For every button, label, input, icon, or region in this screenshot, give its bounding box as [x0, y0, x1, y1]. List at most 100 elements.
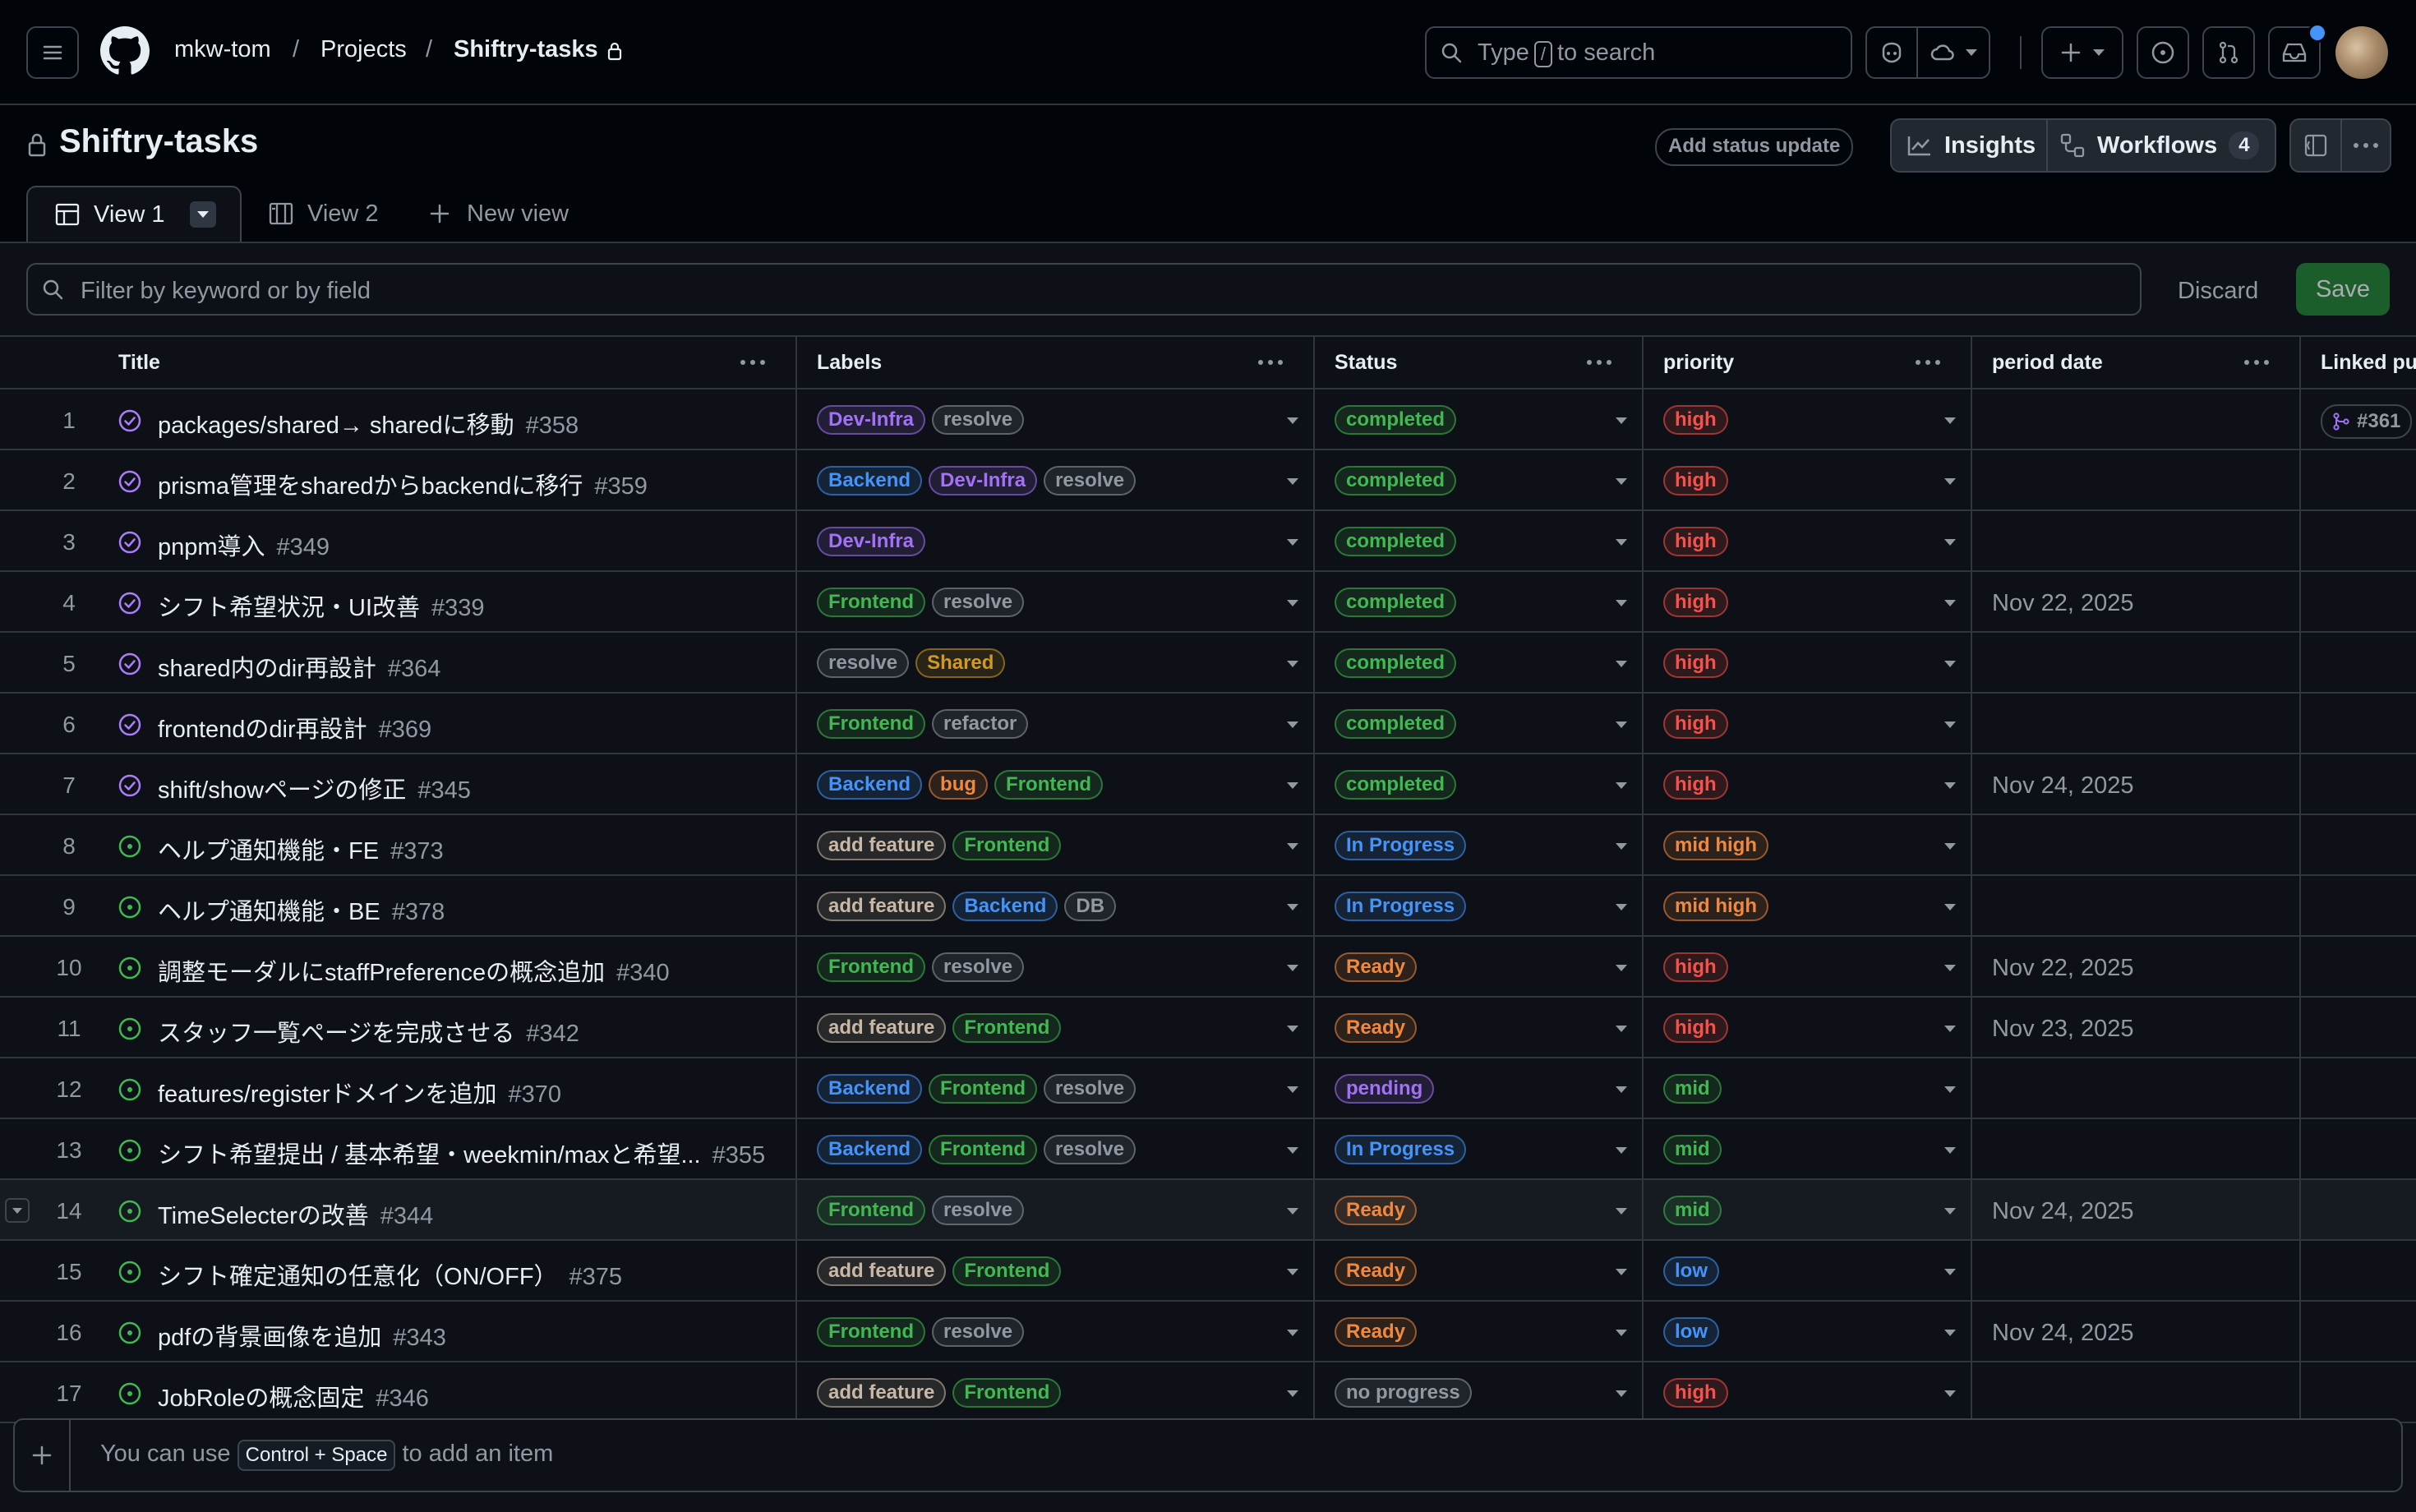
dropdown-caret-icon[interactable]	[1944, 661, 1956, 667]
dropdown-caret-icon[interactable]	[1616, 1390, 1627, 1397]
save-button[interactable]: Save	[2296, 263, 2390, 316]
status-cell[interactable]: completed	[1335, 709, 1457, 739]
issues-button[interactable]	[2137, 26, 2189, 79]
dropdown-caret-icon[interactable]	[1616, 782, 1627, 789]
table-row[interactable]: 10 調整モーダルにstaffPreferenceの概念追加 #340 Fronten…	[0, 937, 2416, 998]
issue-title-link[interactable]: シフト希望提出 / 基本希望・weekmin/maxと希望... #355	[158, 1136, 765, 1170]
dropdown-caret-icon[interactable]	[1616, 1026, 1627, 1032]
workflows-button[interactable]: Workflows 4	[2048, 120, 2276, 171]
menu-button[interactable]	[26, 26, 79, 79]
issue-title-link[interactable]: pnpm導入 #349	[158, 528, 330, 562]
labels-cell[interactable]: resolve Shared	[817, 648, 1006, 678]
issue-title-link[interactable]: JobRoleの概念固定 #346	[158, 1379, 429, 1413]
global-search[interactable]: Type / to search	[1425, 26, 1852, 79]
dropdown-caret-icon[interactable]	[1616, 1147, 1627, 1154]
priority-cell[interactable]: low	[1663, 1256, 1719, 1286]
priority-cell[interactable]: high	[1663, 527, 1728, 556]
column-header-title[interactable]: Title	[118, 350, 160, 374]
priority-cell[interactable]: mid	[1663, 1135, 1722, 1164]
copilot-menu-button[interactable]	[1916, 26, 1990, 79]
priority-cell[interactable]: high	[1663, 648, 1728, 678]
column-header-labels[interactable]: Labels	[817, 350, 883, 374]
notifications-button[interactable]	[2268, 26, 2321, 79]
status-cell[interactable]: In Progress	[1335, 892, 1467, 921]
status-cell[interactable]: pending	[1335, 1074, 1435, 1104]
table-row[interactable]: 5 shared内のdir再設計 #364 resolve Shared complete…	[0, 633, 2416, 694]
table-row[interactable]: 15 シフト確定通知の任意化（ON/OFF） #375 add feature Fron…	[0, 1241, 2416, 1302]
dropdown-caret-icon[interactable]	[1944, 843, 1956, 850]
dropdown-caret-icon[interactable]	[1616, 843, 1627, 850]
github-logo-icon[interactable]	[100, 26, 150, 76]
side-panel-button[interactable]	[2289, 118, 2342, 173]
priority-cell[interactable]: high	[1663, 1378, 1728, 1408]
status-cell[interactable]: completed	[1335, 770, 1457, 800]
priority-cell[interactable]: mid	[1663, 1196, 1722, 1225]
dropdown-caret-icon[interactable]	[1287, 1269, 1298, 1275]
labels-cell[interactable]: add feature Frontend	[817, 831, 1062, 860]
table-row[interactable]: 2 prisma管理をsharedからbackendに移行 #359 Backend D…	[0, 450, 2416, 511]
status-cell[interactable]: completed	[1335, 648, 1457, 678]
dropdown-caret-icon[interactable]	[1616, 1269, 1627, 1275]
priority-cell[interactable]: high	[1663, 405, 1728, 435]
issue-title-link[interactable]: ヘルプ通知機能・BE #378	[158, 892, 445, 927]
status-cell[interactable]: Ready	[1335, 1013, 1418, 1043]
table-row[interactable]: 13 シフト希望提出 / 基本希望・weekmin/maxと希望... #355 Ba…	[0, 1119, 2416, 1180]
issue-title-link[interactable]: pdfの背景画像を追加 #343	[158, 1318, 446, 1353]
labels-cell[interactable]: Frontend refactor	[817, 709, 1029, 739]
dropdown-caret-icon[interactable]	[1944, 1026, 1956, 1032]
dropdown-caret-icon[interactable]	[1944, 1147, 1956, 1154]
row-options-button[interactable]	[5, 1198, 30, 1223]
column-header-linked-pull-requests[interactable]: Linked pu	[2321, 350, 2416, 374]
dropdown-caret-icon[interactable]	[1287, 721, 1298, 728]
dropdown-caret-icon[interactable]	[1287, 965, 1298, 971]
priority-cell[interactable]: high	[1663, 588, 1728, 617]
linked-pull-request[interactable]: #361	[2321, 404, 2413, 439]
column-header-status[interactable]: Status	[1335, 350, 1398, 374]
dropdown-caret-icon[interactable]	[1944, 417, 1956, 424]
labels-cell[interactable]: Frontend resolve	[817, 1317, 1025, 1347]
add-item-bar[interactable]: You can use Control + Space to add an it…	[13, 1418, 2403, 1492]
dropdown-caret-icon[interactable]	[1616, 600, 1627, 606]
labels-cell[interactable]: Backend Frontend resolve	[817, 1135, 1137, 1164]
table-row[interactable]: 1 packages/shared→ sharedに移動 #358 Dev-Infra…	[0, 390, 2416, 450]
priority-cell[interactable]: high	[1663, 709, 1728, 739]
dropdown-caret-icon[interactable]	[1287, 1147, 1298, 1154]
priority-cell[interactable]: low	[1663, 1317, 1719, 1347]
labels-cell[interactable]: Backend Dev-Infra resolve	[817, 466, 1137, 496]
column-header-period-date[interactable]: period date	[1992, 350, 2103, 374]
dropdown-caret-icon[interactable]	[1287, 417, 1298, 424]
dropdown-caret-icon[interactable]	[1616, 965, 1627, 971]
labels-cell[interactable]: Frontend resolve	[817, 588, 1025, 617]
table-row[interactable]: 7 shift/showページの修正 #345 Backend bug Frontend c…	[0, 754, 2416, 815]
dropdown-caret-icon[interactable]	[1287, 600, 1298, 606]
dropdown-caret-icon[interactable]	[1944, 904, 1956, 910]
more-options-button[interactable]	[2340, 118, 2391, 173]
labels-cell[interactable]: add feature Backend DB	[817, 892, 1117, 921]
status-cell[interactable]: In Progress	[1335, 1135, 1467, 1164]
breadcrumb-owner[interactable]: mkw-tom	[174, 36, 271, 62]
dropdown-caret-icon[interactable]	[1944, 600, 1956, 606]
period-date[interactable]: Nov 23, 2025	[1992, 1016, 2134, 1042]
labels-cell[interactable]: Dev-Infra resolve	[817, 405, 1025, 435]
period-date[interactable]: Nov 24, 2025	[1992, 1320, 2134, 1346]
labels-cell[interactable]: add feature Frontend	[817, 1013, 1062, 1043]
dropdown-caret-icon[interactable]	[1944, 782, 1956, 789]
dropdown-caret-icon[interactable]	[1287, 661, 1298, 667]
dropdown-caret-icon[interactable]	[1616, 1086, 1627, 1093]
labels-cell[interactable]: Frontend resolve	[817, 1196, 1025, 1225]
dropdown-caret-icon[interactable]	[1944, 965, 1956, 971]
new-view-button[interactable]: New view	[429, 186, 569, 242]
priority-cell[interactable]: high	[1663, 952, 1728, 982]
table-row[interactable]: 11 スタッフ一覧ページを完成させる #342 add feature Frontend…	[0, 998, 2416, 1058]
labels-cell[interactable]: Dev-Infra	[817, 527, 926, 556]
column-menu-labels[interactable]	[1254, 337, 1287, 388]
pull-requests-button[interactable]	[2202, 26, 2255, 79]
table-row[interactable]: 8 ヘルプ通知機能・FE #373 add feature Frontend In Pro…	[0, 815, 2416, 876]
labels-cell[interactable]: Frontend resolve	[817, 952, 1025, 982]
issue-title-link[interactable]: ヘルプ通知機能・FE #373	[158, 832, 444, 866]
dropdown-caret-icon[interactable]	[1616, 904, 1627, 910]
issue-title-link[interactable]: スタッフ一覧ページを完成させる #342	[158, 1014, 579, 1049]
table-row[interactable]: 4 シフト希望状況・UI改善 #339 Frontend resolve complete…	[0, 572, 2416, 633]
dropdown-caret-icon[interactable]	[1944, 1390, 1956, 1397]
dropdown-caret-icon[interactable]	[1287, 904, 1298, 910]
